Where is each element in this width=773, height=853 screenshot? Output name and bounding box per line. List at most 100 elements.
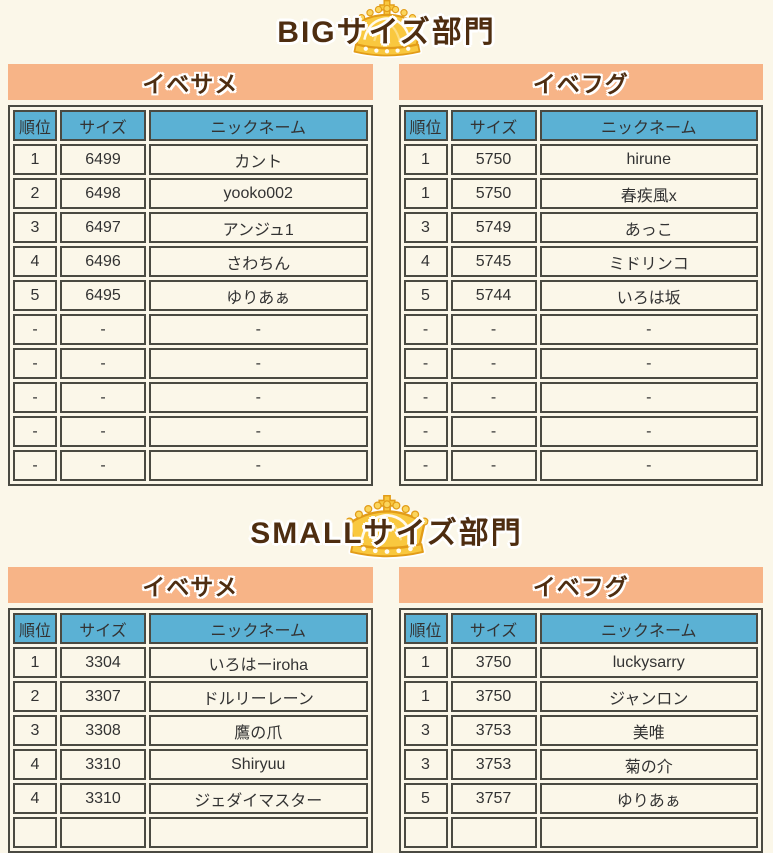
table-row: 2 3307 ドルリーレーン	[13, 681, 368, 712]
table-row	[13, 817, 368, 848]
rank-cell: 1	[403, 681, 448, 712]
col-header-size: サイズ	[60, 110, 146, 141]
rank-cell: 4	[13, 749, 57, 780]
nickname-cell: あっこ	[539, 212, 758, 243]
nickname-cell: Shiryuu	[149, 749, 368, 780]
nickname-cell: いろは坂	[539, 280, 758, 311]
rank-cell: 1	[13, 647, 57, 678]
col-header-size: サイズ	[60, 613, 146, 644]
table-row: 5 3757 ゆりあぁ	[403, 783, 758, 814]
table-title-band: イベフグ	[398, 64, 763, 100]
nickname-cell: -	[149, 314, 368, 345]
table-row: ---	[403, 314, 758, 345]
size-cell: 3753	[450, 715, 537, 746]
size-cell: 5750	[450, 178, 537, 209]
size-cell: 3310	[60, 783, 146, 814]
nickname-cell: ジャンロン	[539, 681, 758, 712]
rank-cell: 1	[13, 144, 57, 175]
size-cell: 6496	[60, 246, 146, 277]
rank-cell: 4	[13, 246, 57, 277]
table-row: 5 6495 ゆりあぁ	[13, 280, 368, 311]
size-cell: 3310	[60, 749, 146, 780]
rank-cell: -	[13, 314, 57, 345]
rank-cell: 5	[13, 280, 57, 311]
nickname-cell: -	[149, 416, 368, 447]
table-title: イベサメ	[142, 71, 239, 97]
table-row: 3 3753 菊の介	[403, 749, 758, 780]
size-cell	[450, 817, 537, 848]
nickname-cell	[539, 817, 758, 848]
nickname-cell: アンジュ1	[149, 212, 368, 243]
col-header-nickname: ニックネーム	[149, 613, 368, 644]
small-tables-row: イベサメ 順位 サイズ ニックネーム 1 3304 いろはーiroha 2 3307 ドル…	[0, 567, 773, 853]
table-row: 1 6499 カント	[13, 144, 368, 175]
nickname-cell: -	[149, 450, 368, 481]
size-cell	[60, 817, 146, 848]
nickname-cell: 菊の介	[539, 749, 758, 780]
nickname-cell: -	[539, 314, 758, 345]
table-title-band: イベフグ	[398, 567, 763, 603]
size-cell: -	[60, 450, 146, 481]
table-row: 1 3750 luckysarry	[403, 647, 758, 678]
table-block-big-ibefugu: イベフグ 順位 サイズ ニックネーム 1 5750 hirune 1 5750 春疾風x 3…	[398, 64, 763, 486]
col-header-rank: 順位	[403, 613, 448, 644]
header-row: 順位 サイズ ニックネーム	[13, 613, 368, 644]
nickname-cell: luckysarry	[539, 647, 758, 678]
header-row: 順位 サイズ ニックネーム	[13, 110, 368, 141]
nickname-cell: -	[539, 348, 758, 379]
table-row: 4 6496 さわちん	[13, 246, 368, 277]
ranking-table-big-ibesame: 順位 サイズ ニックネーム 1 6499 カント 2 6498 yooko002 3 6497…	[8, 105, 373, 486]
table-title: イベフグ	[532, 574, 629, 600]
big-tables-row: イベサメ 順位 サイズ ニックネーム 1 6499 カント 2 6498 yooko002…	[0, 64, 773, 486]
table-block-small-ibesame: イベサメ 順位 サイズ ニックネーム 1 3304 いろはーiroha 2 3307 ドル…	[8, 567, 373, 853]
rank-cell: 4	[13, 783, 57, 814]
table-row: 4 3310 Shiryuu	[13, 749, 368, 780]
col-header-rank: 順位	[13, 613, 57, 644]
col-header-nickname: ニックネーム	[149, 110, 368, 141]
nickname-cell: ゆりあぁ	[539, 783, 758, 814]
rank-cell: 1	[403, 144, 448, 175]
table-row: 4 5745 ミドリンコ	[403, 246, 758, 277]
col-header-size: サイズ	[450, 613, 537, 644]
table-row: ---	[13, 416, 368, 447]
table-title-band: イベサメ	[8, 567, 373, 603]
rank-cell: 3	[403, 212, 448, 243]
size-cell: 5745	[450, 246, 537, 277]
section-big: BIGサイズ部門 イベサメ 順位 サイズ ニックネーム 1 6499	[0, 0, 773, 486]
rank-cell: 5	[403, 783, 448, 814]
size-cell: -	[60, 416, 146, 447]
rank-cell: -	[13, 348, 57, 379]
nickname-cell: -	[149, 382, 368, 413]
table-row	[403, 817, 758, 848]
table-title: イベサメ	[142, 574, 239, 600]
col-header-rank: 順位	[13, 110, 57, 141]
size-cell: 3750	[450, 681, 537, 712]
size-cell: -	[450, 382, 537, 413]
nickname-cell: さわちん	[149, 246, 368, 277]
nickname-cell: hirune	[539, 144, 758, 175]
nickname-cell: -	[149, 348, 368, 379]
page-title-small: SMALLサイズ部門	[250, 517, 523, 550]
rank-cell: -	[403, 416, 448, 447]
nickname-cell: 鷹の爪	[149, 715, 368, 746]
size-cell: -	[60, 314, 146, 345]
table-row: ---	[403, 382, 758, 413]
size-cell: 3750	[450, 647, 537, 678]
table-row: ---	[13, 382, 368, 413]
table-block-big-ibesame: イベサメ 順位 サイズ ニックネーム 1 6499 カント 2 6498 yooko002…	[8, 64, 373, 486]
rank-cell: 3	[403, 749, 448, 780]
rank-cell: 3	[13, 212, 57, 243]
rank-cell: 2	[13, 178, 57, 209]
table-block-small-ibefugu: イベフグ 順位 サイズ ニックネーム 1 3750 luckysarry 1 3750 ジ…	[398, 567, 763, 853]
rank-cell: -	[13, 416, 57, 447]
size-cell: -	[450, 450, 537, 481]
col-header-size: サイズ	[450, 110, 537, 141]
rank-cell: -	[403, 382, 448, 413]
nickname-cell: yooko002	[149, 178, 368, 209]
header-row: 順位 サイズ ニックネーム	[403, 110, 758, 141]
table-row: ---	[13, 348, 368, 379]
rank-cell	[13, 817, 57, 848]
nickname-cell: カント	[149, 144, 368, 175]
ranking-table-small-ibefugu: 順位 サイズ ニックネーム 1 3750 luckysarry 1 3750 ジャンロン 3…	[398, 608, 763, 853]
rank-cell: 5	[403, 280, 448, 311]
